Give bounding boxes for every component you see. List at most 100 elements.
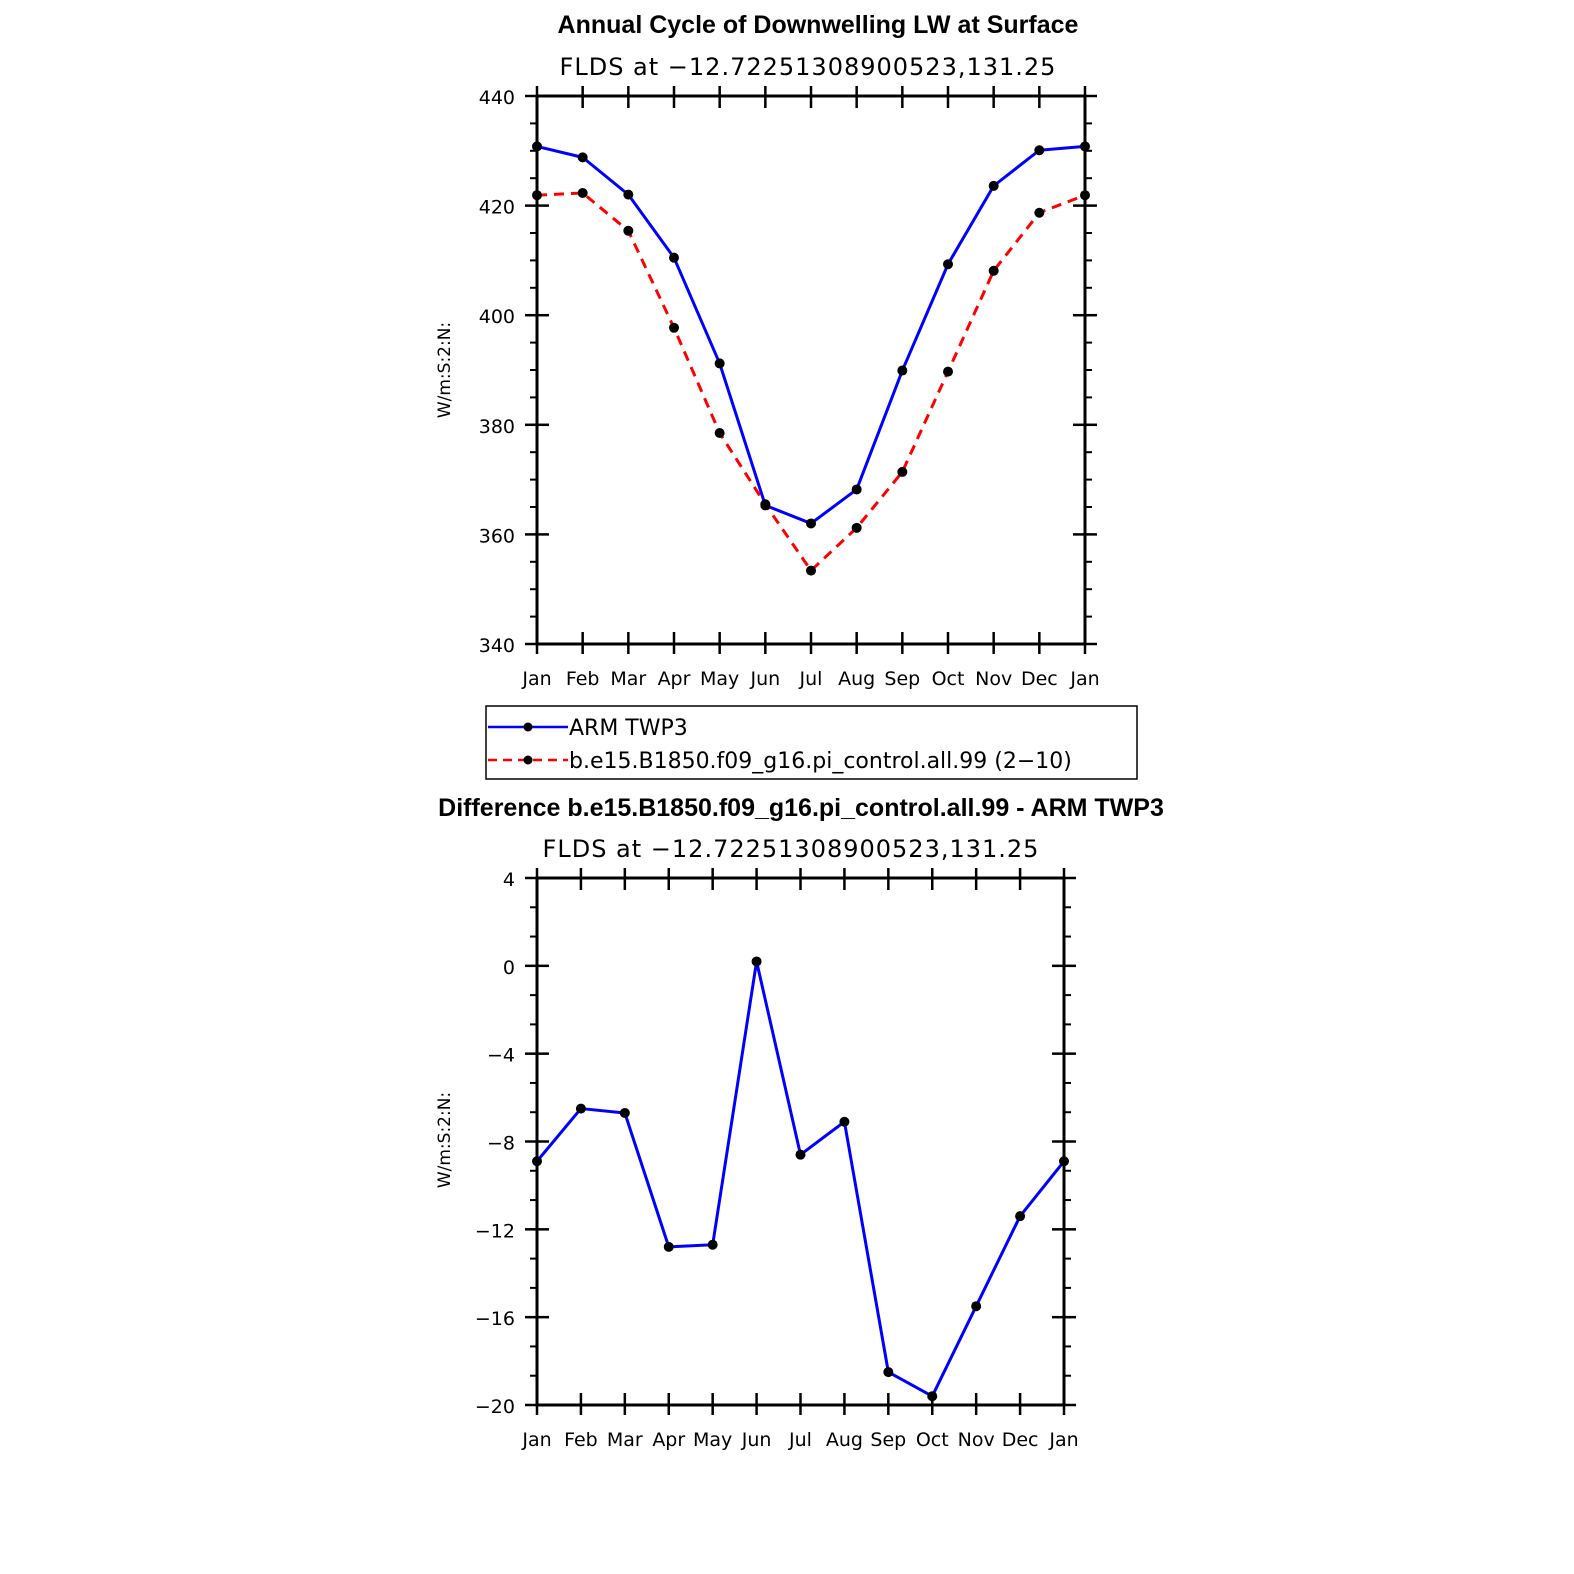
top-series-1-point [851, 522, 862, 533]
top-series-0-point [577, 152, 588, 163]
top-x-tick-label: Sep [884, 668, 920, 690]
bottom-series-0-point [927, 1391, 938, 1402]
top-y-tick-label: 400 [479, 306, 515, 328]
top-y-tick-label: 360 [479, 525, 515, 547]
top-x-tick-label: Aug [838, 668, 875, 690]
top-series-0-point [851, 484, 862, 495]
top-series-0-point [1080, 141, 1090, 152]
top-chart-subtitle: FLDS at −12.72251308900523,131.25 [560, 53, 1057, 81]
bottom-series-line-0 [535, 959, 1066, 1398]
top-series-0-point [669, 252, 679, 263]
top-series-line-0 [536, 144, 1086, 525]
bottom-series-0-point [883, 1367, 894, 1378]
bottom-x-tick-label: Dec [1002, 1429, 1039, 1451]
top-series-1-point [623, 225, 634, 236]
top-series-0-point [532, 141, 542, 152]
bottom-y-tick-label: 4 [503, 869, 515, 891]
top-series-1-point [669, 322, 679, 333]
top-series-1-point [1080, 190, 1090, 201]
top-series-1-point [1034, 207, 1045, 218]
top-series-1-point [577, 187, 588, 198]
bottom-chart-title: Difference b.e15.B1850.f09_g16.pi_contro… [438, 794, 1164, 822]
bottom-x-tick-label: Jan [521, 1429, 551, 1451]
top-x-tick-label: Oct [932, 668, 965, 690]
top-y-tick-label: 340 [479, 635, 515, 657]
bottom-x-tick-label: Sep [870, 1429, 906, 1451]
top-x-tick-label: Feb [566, 668, 600, 690]
bottom-plot-frame [535, 876, 1066, 1407]
top-x-tick-label: Jan [1069, 668, 1099, 690]
legend-marker-arm [523, 722, 533, 732]
bottom-x-tick-label: Aug [826, 1429, 863, 1451]
bottom-x-tick-label: May [693, 1429, 732, 1451]
top-series-1-point [988, 265, 999, 276]
legend-box [485, 705, 1138, 780]
top-axis-ticks: Jan Feb Mar Apr May Jun Jul Aug Sep Oct Nov Dec Jan 3… [479, 86, 1100, 690]
top-y-tick-label: 440 [479, 87, 515, 109]
bottom-x-tick-label: Mar [607, 1429, 643, 1451]
bottom-series-0-point [575, 1103, 586, 1114]
top-x-tick-label: May [700, 668, 739, 690]
bottom-axis-ticks: Jan Feb Mar Apr May Jun Jul Aug Sep Oct Nov Dec Jan 4… [475, 868, 1079, 1451]
bottom-y-tick-label: −12 [475, 1220, 515, 1242]
bottom-panel: Difference b.e15.B1850.f09_g16.pi_contro… [435, 794, 1164, 1451]
top-series-0-point [714, 358, 725, 369]
top-x-tick-label: Apr [658, 668, 691, 690]
bottom-series-0-point [619, 1107, 630, 1118]
bottom-x-tick-label: Nov [958, 1429, 995, 1451]
top-series-0-point [806, 518, 816, 529]
bottom-series-group [532, 956, 1069, 1402]
bottom-x-tick-label: Feb [564, 1429, 598, 1451]
legend-marker-model [523, 755, 533, 765]
legend: ARM TWP3 b.e15.B1850.f09_g16.pi_control.… [485, 705, 1138, 780]
bottom-series-0-point [795, 1149, 806, 1160]
bottom-x-tick-label: Apr [652, 1429, 685, 1451]
bottom-y-tick-label: −20 [475, 1396, 515, 1418]
bottom-x-tick-label: Jun [741, 1429, 772, 1451]
top-y-tick-label: 380 [479, 416, 515, 438]
top-series-1-point [714, 428, 725, 439]
top-series-1-point [943, 366, 953, 377]
top-y-tick-label: 420 [479, 197, 515, 219]
top-series-1-point [897, 466, 908, 477]
top-panel: Annual Cycle of Downwelling LW at Surfac… [435, 11, 1138, 780]
bottom-series-0-point [663, 1241, 674, 1252]
top-series-1-point [806, 565, 816, 576]
bottom-x-tick-label: Jul [788, 1429, 812, 1451]
top-series-group [532, 141, 1090, 576]
top-series-0-point [943, 259, 953, 270]
top-chart-title: Annual Cycle of Downwelling LW at Surfac… [558, 11, 1079, 39]
top-series-0-point [897, 365, 908, 376]
bottom-series-0-point [971, 1301, 982, 1312]
top-x-tick-label: Jun [749, 668, 780, 690]
top-x-tick-label: Jul [799, 668, 823, 690]
legend-label-arm: ARM TWP3 [569, 716, 688, 741]
top-series-1-point [760, 499, 771, 510]
bottom-series-0-point [532, 1156, 542, 1167]
top-y-axis-label: W/m:S:2:N: [435, 322, 455, 418]
top-x-tick-label: Nov [975, 668, 1012, 690]
top-series-0-point [623, 189, 634, 200]
top-series-0-point [988, 180, 999, 191]
bottom-series-0-point [1015, 1211, 1026, 1222]
top-x-tick-label: Jan [521, 668, 551, 690]
bottom-x-tick-label: Oct [916, 1429, 949, 1451]
bottom-series-0-point [751, 956, 762, 967]
legend-label-model: b.e15.B1850.f09_g16.pi_control.all.99 (2… [569, 749, 1072, 774]
top-series-line-1 [536, 191, 1086, 573]
bottom-y-axis-label: W/m:S:2:N: [435, 1092, 455, 1188]
top-x-tick-label: Mar [610, 668, 646, 690]
bottom-y-tick-label: 0 [503, 957, 515, 979]
top-series-1-point [532, 190, 542, 201]
bottom-series-0-point [1059, 1156, 1069, 1167]
bottom-y-tick-label: −4 [487, 1045, 515, 1067]
bottom-x-tick-label: Jan [1048, 1429, 1078, 1451]
top-x-tick-label: Dec [1021, 668, 1058, 690]
bottom-chart-subtitle: FLDS at −12.72251308900523,131.25 [543, 835, 1040, 863]
bottom-y-tick-label: −16 [475, 1308, 515, 1330]
bottom-y-tick-label: −8 [487, 1133, 515, 1155]
bottom-series-0-point [839, 1116, 850, 1127]
top-series-0-point [1034, 145, 1045, 156]
bottom-series-0-point [707, 1239, 718, 1250]
